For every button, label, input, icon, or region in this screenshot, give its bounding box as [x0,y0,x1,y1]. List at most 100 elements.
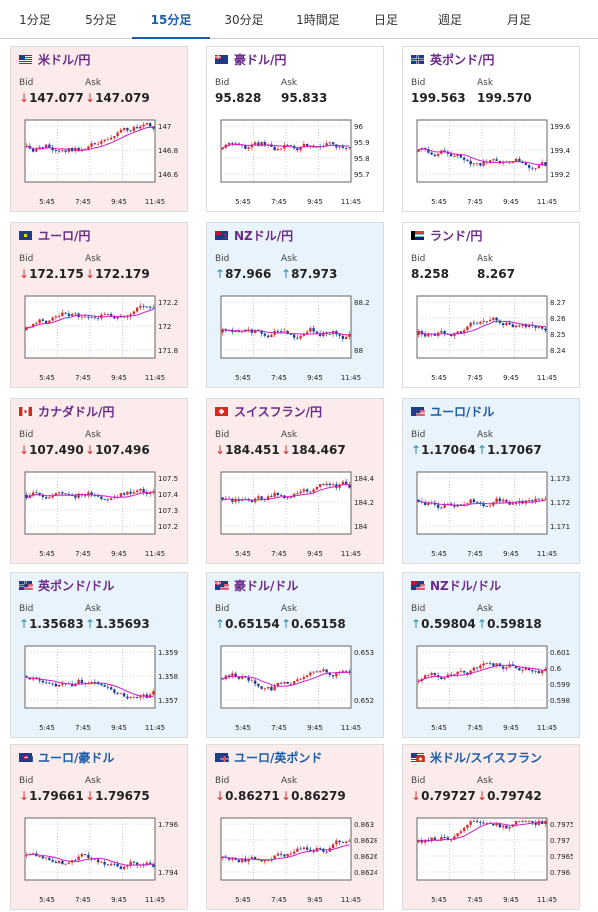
card-gbp-usd[interactable]: 英ポンド/ドル Bid Ask ↑1.35683 ↑1.35693 1.359 1.358 1… [10,572,188,738]
x-tick-label: 11:45 [145,896,165,904]
price-chart[interactable]: 199.6 199.4 199.2 5:45 7:45 9:45 11:45 [411,114,573,206]
card-eur-jpy[interactable]: ユーロ/円 Bid Ask ↓172.175 ↓172.179 172.2 172 171.8… [10,222,188,388]
candle-body [263,333,267,336]
price-chart[interactable]: 96 95.9 95.8 95.7 5:45 7:45 9:45 11:45 [215,114,377,206]
tab-7[interactable]: 月足 [506,13,531,27]
flag-au-icon [215,54,228,64]
arrow-down-icon: ↓ [215,789,226,803]
price-chart[interactable]: 172.2 172 171.8 5:45 7:45 9:45 11:45 [19,290,181,382]
card-title[interactable]: NZドル/円 [215,228,294,243]
card-title[interactable]: ランド/円 [411,228,482,243]
candle-body [511,162,515,163]
price-chart[interactable]: 0.653 0.652 5:45 7:45 9:45 11:45 [215,640,377,732]
candle-body [148,492,152,494]
moving-average-line [222,328,350,336]
candle-body [296,679,299,682]
candle-body [122,316,126,318]
price-chart[interactable]: 0.601 0.6 0.599 0.598 5:45 7:45 9:45 11:45 [411,640,573,732]
card-title[interactable]: ユーロ/英ポンド [215,750,323,765]
ask-label: Ask [85,604,102,614]
card-title[interactable]: 豪ドル/ドル [215,578,298,593]
candle-body [106,499,110,501]
candle-body [433,673,437,676]
card-usd-jpy[interactable]: 米ドル/円 Bid Ask ↓147.077 ↓147.079 147 146.8 146.6… [10,46,188,212]
candle-body [103,314,106,315]
card-title[interactable]: 英ポンド/円 [411,52,494,67]
candle-body [501,499,505,502]
flag-nz-icon [411,580,425,590]
price-chart[interactable]: 88.2 88 5:45 7:45 9:45 11:45 [215,290,377,382]
candle-body [537,671,541,674]
y-tick-label: 1.358 [158,673,178,681]
card-chf-jpy[interactable]: スイスフラン/円 Bid Ask ↓184.451 ↓184.467 184.4 184.2… [206,398,384,564]
tab-6[interactable]: 週足 [437,13,462,27]
card-title[interactable]: ユーロ/豪ドル [19,750,114,765]
card-eur-aud[interactable]: ユーロ/豪ドル Bid Ask ↓1.79661 ↓1.79675 1.796 1.794 5… [10,744,188,910]
candle-body [544,821,547,824]
card-nzd-jpy[interactable]: NZドル/円 Bid Ask ↑87.966 ↑87.973 88.2 88 5:45 7:45… [206,222,384,388]
candle-body [132,861,136,863]
x-tick-label: 11:45 [341,374,361,382]
candle-body [142,489,145,493]
price-chart[interactable]: 1.359 1.358 1.357 5:45 7:45 9:45 11:45 [19,640,181,732]
candle-body [67,147,71,152]
pair-name: NZドル/円 [234,228,294,243]
candle-body [472,163,476,165]
tab-0[interactable]: 1分足 [19,13,51,27]
candle-body [250,680,254,682]
candle-body [453,333,456,337]
moving-average-line [418,148,546,166]
card-aud-jpy[interactable]: 豪ドル/円 Bid Ask 95.828 95.833 96 95.9 95.8 95.7 5:4… [206,46,384,212]
ask-number: 1.17067 [487,443,542,457]
card-zar-jpy[interactable]: ランド/円 Bid Ask 8.258 8.267 8.27 8.26 8.25 8.24 5:4… [402,222,580,388]
pair-name: NZドル/ドル [430,578,502,593]
card-title[interactable]: 米ドル/スイスフラン [411,750,542,765]
tab-4[interactable]: 1時間足 [296,13,340,27]
card-title[interactable]: カナダドル/円 [19,404,114,419]
bid-number: 199.563 [411,91,466,105]
candle-body [436,504,440,508]
card-title[interactable]: 豪ドル/円 [215,52,286,67]
price-chart[interactable]: 0.863 0.8628 0.8626 0.8624 5:45 7:45 9:45 11:45 [215,812,377,904]
flag-uk-icon [19,580,33,590]
tab-5[interactable]: 日足 [373,13,398,27]
candle-body [142,305,145,307]
tab-3[interactable]: 30分足 [224,13,264,27]
card-cad-jpy[interactable]: カナダドル/円 Bid Ask ↓107.490 ↓107.496 107.5 107.4 1… [10,398,188,564]
price-chart[interactable]: 1.796 1.794 5:45 7:45 9:45 11:45 [19,812,181,904]
card-title[interactable]: NZドル/ドル [411,578,502,593]
candle-body [87,854,90,859]
card-usd-chf[interactable]: 米ドル/スイスフラン Bid Ask ↓0.79727 ↓0.79742 0.7975 0.… [402,744,580,910]
card-title[interactable]: ユーロ/ドル [411,404,494,419]
candle-body [221,497,224,500]
card-title[interactable]: スイスフラン/円 [215,404,322,419]
x-tick-label: 11:45 [341,896,361,904]
pair-name: ユーロ/英ポンド [234,750,323,765]
card-title[interactable]: ユーロ/円 [19,228,90,243]
card-title[interactable]: 米ドル/円 [19,52,90,67]
candle-body [466,326,469,331]
candle-body [247,329,250,331]
arrow-down-icon: ↓ [85,267,96,281]
price-chart[interactable]: 147 146.8 146.6 5:45 7:45 9:45 11:45 [19,114,181,206]
card-title[interactable]: 英ポンド/ドル [19,578,114,593]
candle-body [544,498,547,500]
card-nzd-usd[interactable]: NZドル/ドル Bid Ask ↑0.59804 ↑0.59818 0.601 0.6 0.5… [402,572,580,738]
price-chart[interactable]: 1.173 1.172 1.171 5:45 7:45 9:45 11:45 [411,466,573,558]
card-eur-gbp[interactable]: ユーロ/英ポンド Bid Ask ↓0.86271 ↓0.86279 0.863 0.862… [206,744,384,910]
candle-body [443,150,446,152]
price-chart[interactable]: 0.7975 0.797 0.7965 0.796 5:45 7:45 9:45 11:45 [411,812,573,904]
candle-body [456,833,459,837]
x-tick-label: 5:45 [235,198,251,206]
tab-1[interactable]: 5分足 [85,13,117,27]
card-aud-usd[interactable]: 豪ドル/ドル Bid Ask ↑0.65154 ↑0.65158 0.653 0.652 5:… [206,572,384,738]
arrow-up-icon: ↑ [215,267,226,281]
card-gbp-jpy[interactable]: 英ポンド/円 Bid Ask 199.563 199.570 199.6 199.4 199.… [402,46,580,212]
price-chart[interactable]: 107.5 107.4 107.3 107.2 5:45 7:45 9:45 11:45 [19,466,181,558]
price-chart[interactable]: 8.27 8.26 8.25 8.24 5:45 7:45 9:45 11:45 [411,290,573,382]
tab-2[interactable]: 15分足 [132,0,210,39]
candle-body [283,854,286,857]
card-eur-usd[interactable]: ユーロ/ドル Bid Ask ↑1.17064 ↑1.17067 1.173 1.172 1.… [402,398,580,564]
candle-body [64,863,67,865]
price-chart[interactable]: 184.4 184.2 184 5:45 7:45 9:45 11:45 [215,466,377,558]
